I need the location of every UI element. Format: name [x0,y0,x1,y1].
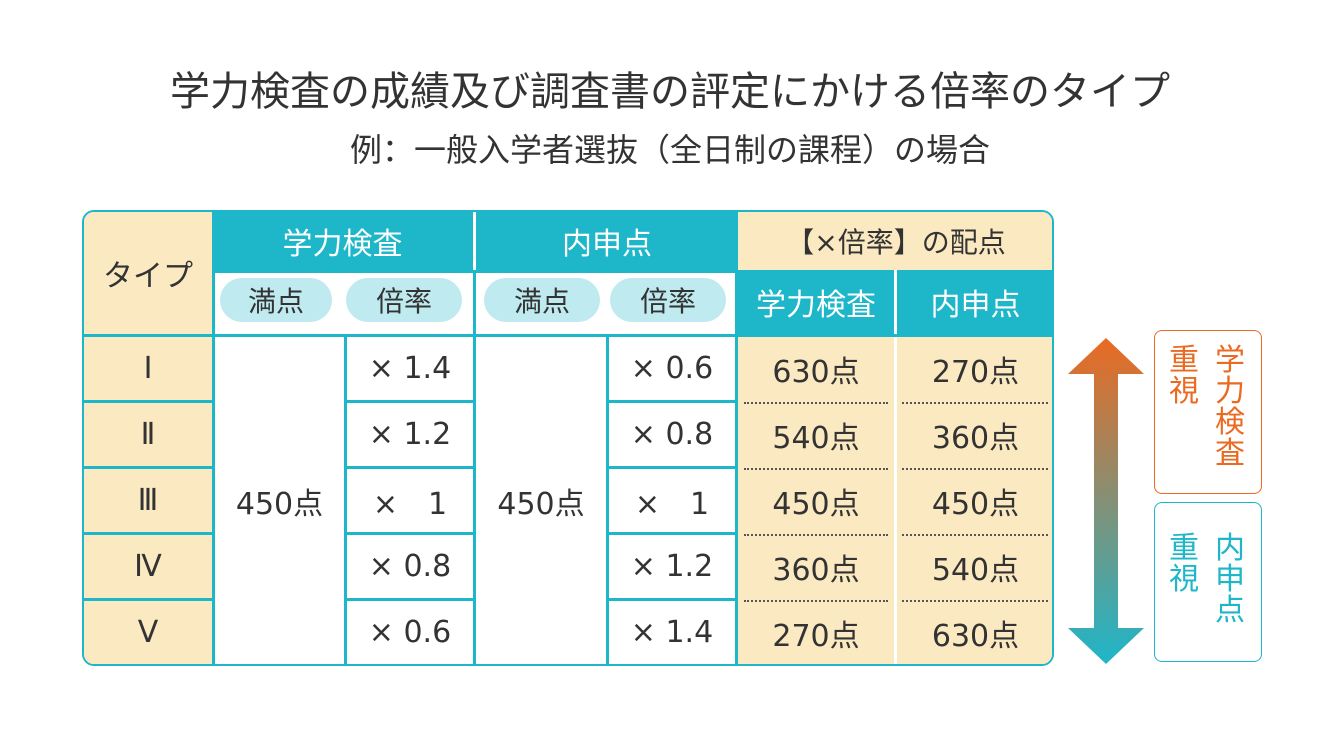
haiten-gakuryoku-cell: 450点 [772,486,860,522]
type-cell: Ⅳ [134,549,162,584]
gakuryoku-rate-cell: × 1 [372,486,448,522]
grate-row-line-2 [344,466,475,469]
haiten-dots-4b [902,600,1048,602]
grate-row-line-1 [344,400,475,403]
haiten-naishin-cell: 450点 [931,486,1020,522]
page-title: 学力検査の成績及び調査書の評定にかける倍率のタイプ [170,69,1170,115]
haiten-dots-3b [902,534,1048,536]
type-row-line-2 [84,466,212,469]
emphasis-gakuryoku-box: 重視 学力検査 [1154,330,1262,494]
haiten-naishin-header: 内申点 [897,270,1052,334]
haiten-dots-3a [744,534,888,536]
type-cell: Ⅱ [140,417,156,452]
col-line-4 [606,334,609,664]
haiten-dots-4a [744,600,888,602]
haiten-gakuryoku-cell: 360点 [772,552,860,588]
gakuryoku-header: 学力検査 [212,212,473,270]
haiten-dots-1a [744,402,888,404]
emphasis-label: 重視 [1169,343,1199,409]
naishin-rate-cell: × 0.6 [630,351,714,386]
gakuryoku-rate-cell: × 0.6 [368,615,452,650]
emphasis-naishin-box: 重視 内申点 [1154,502,1262,662]
gakuryoku-rate-cell: × 0.8 [368,549,452,584]
gakuryoku-bairitsu-pill: 倍率 [346,278,462,322]
header-bottom-line [84,334,1052,337]
type-cell: Ⅲ [137,483,159,518]
haiten-gakuryoku-cell: 270点 [772,618,860,654]
type-column-bg [84,212,212,664]
haiten-dots-2a [744,468,888,470]
nrate-row-line-3 [606,532,737,535]
gakuryoku-full-score: 450点 [235,486,324,522]
type-header: タイプ [103,259,193,294]
naishin-rate-cell: × 1.2 [630,549,714,584]
naishin-rate-cell: × 1 [634,486,710,522]
grate-row-line-4 [344,598,475,601]
page-subtitle: 例：一般入学者選抜（全日制の課程）の場合 [349,131,990,169]
haiten-naishin-cell: 540点 [931,552,1020,588]
haiten-gakuryoku-cell: 540点 [772,420,860,456]
gakuryoku-rate-cell: × 1.4 [368,351,452,386]
naishin-header: 内申点 [476,212,738,270]
naishin-bairitsu-pill: 倍率 [610,278,726,322]
type-row-line-3 [84,532,212,535]
naishin-rate-cell: × 1.4 [630,615,714,650]
haiten-col-gap [894,337,897,664]
nrate-row-line-4 [606,598,737,601]
haiten-dots-1b [902,402,1048,404]
emphasis-double-arrow-icon [1068,338,1144,664]
haiten-naishin-cell: 270点 [931,354,1020,390]
type-cell: Ⅴ [137,615,159,650]
haiten-dots-2b [902,468,1048,470]
naishin-mante-pill: 満点 [484,278,600,322]
gakuryoku-mante-pill: 満点 [220,278,332,322]
col-line-2 [344,334,347,664]
haiten-gakuryoku-cell: 630点 [772,354,860,390]
emphasis-subject: 学力検査 [1215,343,1245,471]
col-line-5 [735,212,738,664]
naishin-full-score: 450点 [497,486,585,522]
nrate-row-line-2 [606,466,737,469]
haiten-header-gap [894,270,897,334]
grate-row-line-3 [344,532,475,535]
haiten-naishin-cell: 630点 [931,618,1020,654]
emphasis-label: 重視 [1169,531,1199,597]
naishin-rate-cell: × 0.8 [630,417,714,452]
nrate-row-line-1 [606,400,737,403]
gakuryoku-rate-cell: × 1.2 [368,417,452,452]
type-row-line-1 [84,400,212,403]
haiten-naishin-cell: 360点 [931,420,1020,456]
type-row-line-4 [84,598,212,601]
haiten-gakuryoku-header: 学力検査 [738,270,894,334]
rate-type-table: タイプ 学力検査 内申点 【×倍率】の配点 満点 倍率 満点 倍率 学力検査 内… [82,210,1054,666]
haiten-header: 【×倍率】の配点 [786,226,1006,259]
emphasis-subject: 内申点 [1215,531,1245,628]
header-gap [473,212,476,270]
type-cell: Ⅰ [143,351,153,386]
col-line-1 [212,212,215,664]
